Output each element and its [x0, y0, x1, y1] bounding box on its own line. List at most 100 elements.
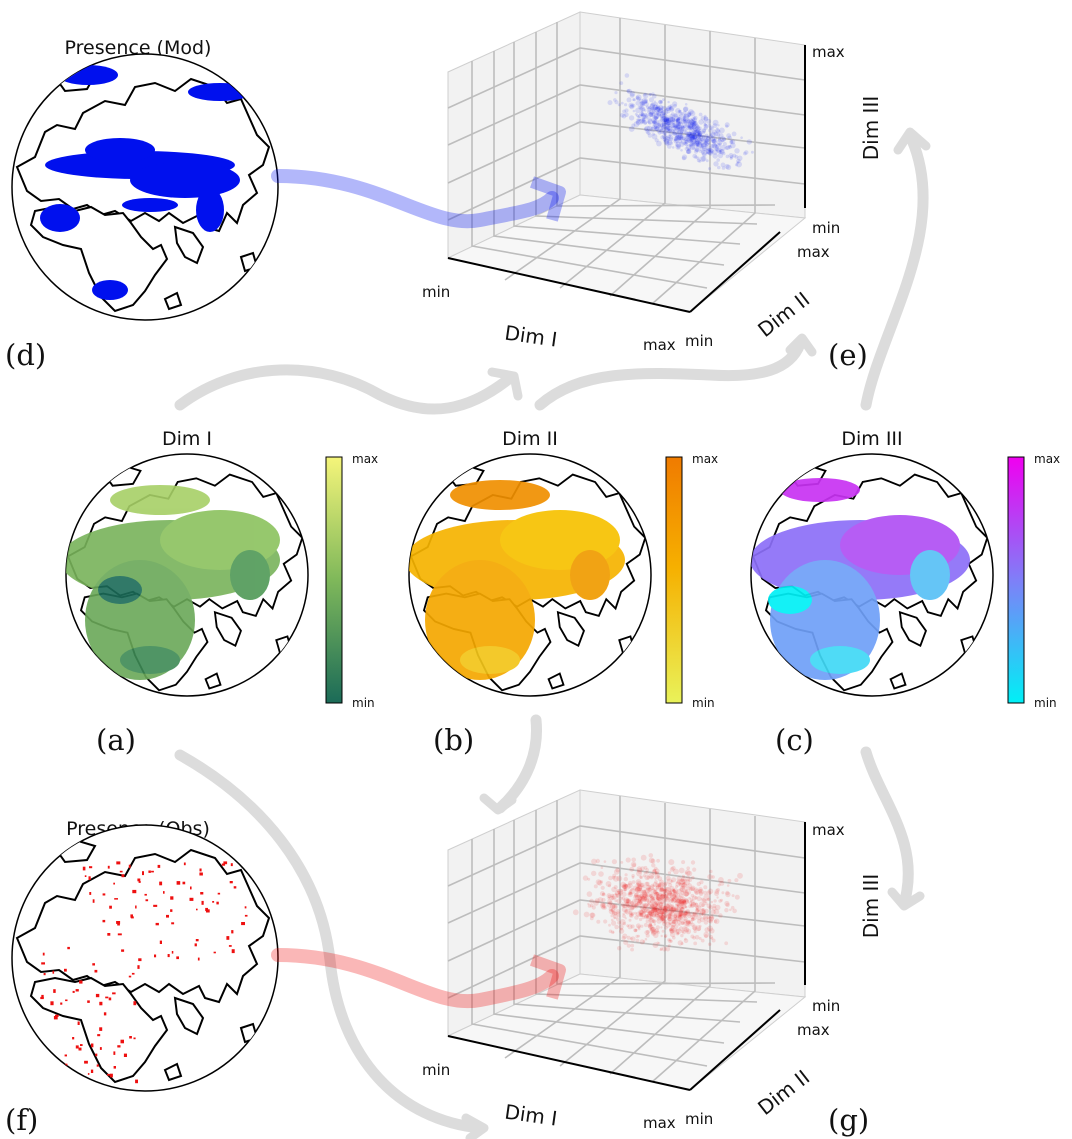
- observed-speck: [144, 893, 147, 896]
- scatter-point: [655, 111, 660, 115]
- scatter-point: [698, 888, 704, 895]
- scatter-point: [698, 131, 703, 136]
- scatter-point: [648, 911, 654, 917]
- scatter-point: [606, 902, 613, 908]
- scatter-point: [668, 914, 674, 920]
- scatter-point: [713, 143, 717, 147]
- observed-speck: [96, 1064, 99, 1067]
- scatter-point: [639, 910, 644, 915]
- scatter-point: [654, 901, 657, 904]
- scatter-point: [685, 123, 688, 127]
- observed-speck: [170, 909, 173, 912]
- scatter-point: [662, 135, 668, 140]
- scatter-point: [675, 903, 678, 907]
- scatter-point: [618, 924, 624, 930]
- scatter-point: [662, 137, 668, 142]
- scatter-point: [635, 95, 640, 100]
- observed-speck: [176, 881, 181, 885]
- scatter-point: [687, 112, 692, 116]
- scatter-point: [672, 114, 676, 118]
- scatter-point: [669, 931, 676, 938]
- scatter-point: [669, 927, 675, 934]
- scatter-point: [638, 910, 644, 916]
- scatter-point: [616, 917, 620, 921]
- scatter-point: [700, 938, 705, 943]
- x-tick-max-g: max: [643, 1114, 676, 1132]
- scatter-point: [675, 134, 682, 141]
- scatter-point: [702, 915, 709, 921]
- scatter-point: [654, 866, 658, 871]
- scatter-point: [662, 905, 669, 912]
- scatter-point: [706, 898, 710, 902]
- scatter-point: [664, 935, 667, 938]
- map-title-mod: Presence (Mod): [65, 37, 212, 59]
- observed-speck: [200, 892, 204, 895]
- scatter-point: [639, 118, 645, 124]
- scatter-point: [659, 914, 664, 920]
- scatter-point: [712, 153, 718, 159]
- flow-arrowheads: [461, 127, 931, 1139]
- scatter-point: [681, 906, 684, 910]
- scatter-point: [726, 884, 730, 887]
- scatter-point: [705, 159, 709, 163]
- scatter-point: [663, 881, 668, 886]
- scatter-point: [640, 911, 647, 918]
- scatter-point: [676, 117, 680, 122]
- scatter-point: [665, 907, 671, 913]
- scatter-point: [635, 923, 641, 929]
- scatter-point: [641, 102, 645, 106]
- scatter-point: [649, 897, 656, 904]
- scatter-point: [703, 899, 707, 904]
- scatter-point: [667, 904, 674, 910]
- observed-speck: [159, 881, 163, 886]
- scatter-point: [676, 932, 680, 935]
- scatter-point: [647, 110, 651, 114]
- scatter-point: [660, 117, 666, 123]
- scatter-point: [651, 907, 655, 911]
- observed-speck: [167, 954, 170, 958]
- scatter-point: [706, 148, 710, 152]
- scatter-point: [680, 131, 683, 135]
- scatter-point: [624, 902, 630, 907]
- scatter-point: [696, 156, 700, 160]
- observed-speck: [78, 1047, 82, 1051]
- scatter-point: [683, 107, 688, 112]
- scatter-point: [602, 892, 605, 896]
- scatter-point: [657, 106, 661, 110]
- map-title-dim2: Dim II: [502, 428, 558, 450]
- observed-speck: [107, 933, 111, 936]
- scatter-point: [688, 904, 692, 909]
- scatter-point: [683, 119, 689, 124]
- scatter-point: [689, 135, 695, 142]
- scatter-point: [661, 134, 667, 139]
- scatter-point: [655, 883, 660, 888]
- scatter-point: [637, 925, 641, 929]
- scatter-point: [671, 146, 675, 149]
- scatter-point: [690, 903, 693, 907]
- scatter-point: [676, 904, 683, 910]
- scatter-point: [653, 907, 656, 911]
- scatter-point: [651, 133, 658, 140]
- scatter-point: [662, 888, 667, 894]
- scatter-point: [662, 116, 668, 123]
- scatter-point: [691, 121, 697, 127]
- observed-speck: [55, 1014, 59, 1017]
- scatter-point: [631, 874, 635, 878]
- scatter-point: [680, 885, 684, 889]
- scatter-point: [684, 869, 691, 876]
- observed-speck: [65, 999, 68, 1002]
- scatter-point: [652, 119, 658, 124]
- scatter-point: [621, 904, 626, 908]
- observed-speck: [89, 892, 92, 895]
- scatter-point: [655, 885, 661, 891]
- scatter-point: [656, 903, 661, 908]
- scatter-point: [630, 947, 634, 952]
- scatter-point: [653, 124, 658, 130]
- scatter-point: [639, 889, 644, 894]
- scatter-point: [672, 122, 678, 128]
- scatter-point: [670, 910, 674, 914]
- scatter-point: [589, 912, 595, 918]
- scatter-point: [686, 149, 692, 154]
- scatter-point: [661, 912, 665, 916]
- scatter-point: [719, 149, 724, 154]
